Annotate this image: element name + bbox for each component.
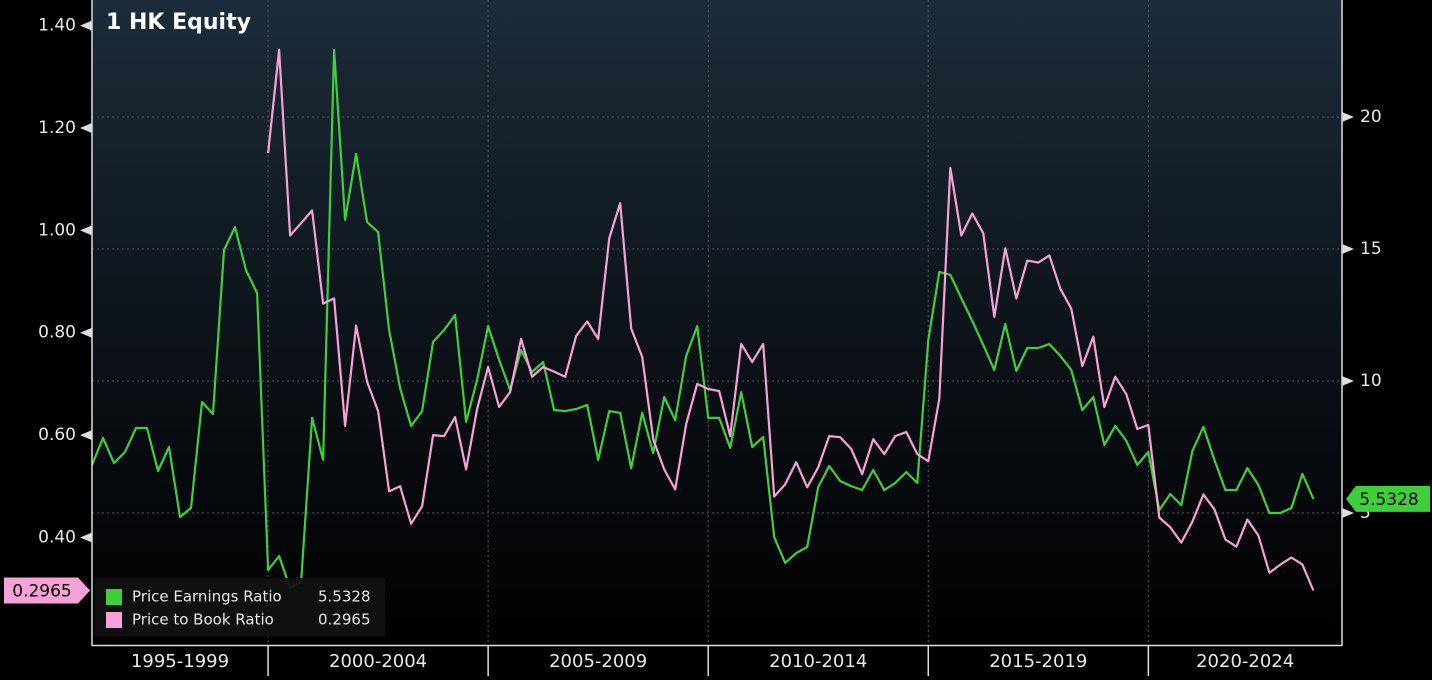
series-line xyxy=(267,48,1315,591)
grid xyxy=(92,0,1342,645)
y2-tick-mark xyxy=(1342,243,1354,254)
legend-swatch xyxy=(106,589,122,605)
last-value-label: 0.2965 xyxy=(12,581,71,601)
last-value-tag xyxy=(1346,485,1430,512)
legend-label: Price Earnings Ratio xyxy=(132,588,282,606)
y2-tick-label: 5 xyxy=(1360,503,1371,523)
y2-tick-mark xyxy=(1342,375,1354,386)
y-tick-label: 0.60 xyxy=(38,425,76,445)
axes xyxy=(80,0,1354,676)
plot-area xyxy=(92,0,1342,645)
y-tick-label: 1.00 xyxy=(38,220,76,240)
legend-value: 5.5328 xyxy=(318,588,371,606)
y2-tick-mark xyxy=(1342,111,1354,122)
y-tick-mark xyxy=(80,122,92,133)
y2-tick-mark xyxy=(1342,507,1354,518)
chart-title: 1 HK Equity xyxy=(106,10,251,35)
x-period-label: 1995-1999 xyxy=(131,651,229,672)
y-tick-mark xyxy=(80,225,92,236)
y-tick-label: 1.40 xyxy=(38,16,76,36)
legend-swatch xyxy=(106,612,122,628)
x-period-label: 2010-2014 xyxy=(769,651,867,672)
legend: Price Earnings Ratio 5.5328 Price to Book … xyxy=(95,578,385,636)
y-tick-mark xyxy=(80,532,92,543)
last-value-tag xyxy=(4,577,90,604)
y-tick-label: 1.20 xyxy=(38,118,76,138)
y-tick-label: 0.80 xyxy=(38,323,76,343)
last-value-label: 5.5328 xyxy=(1359,490,1418,510)
y-tick-mark xyxy=(80,430,92,441)
y2-tick-label: 10 xyxy=(1360,371,1382,391)
x-period-label: 2005-2009 xyxy=(549,651,647,672)
y2-tick-label: 15 xyxy=(1360,239,1382,259)
x-period-label: 2020-2024 xyxy=(1196,651,1294,672)
x-period-label: 2015-2019 xyxy=(989,651,1087,672)
y2-tick-label: 20 xyxy=(1360,107,1382,127)
y-tick-label: 0.40 xyxy=(38,528,76,548)
y-tick-mark xyxy=(80,327,92,338)
legend-value: 0.2965 xyxy=(318,611,371,629)
x-period-label: 2000-2004 xyxy=(329,651,427,672)
legend-label: Price to Book Ratio xyxy=(132,611,274,629)
legend-box xyxy=(95,578,385,636)
y-tick-mark xyxy=(80,20,92,31)
